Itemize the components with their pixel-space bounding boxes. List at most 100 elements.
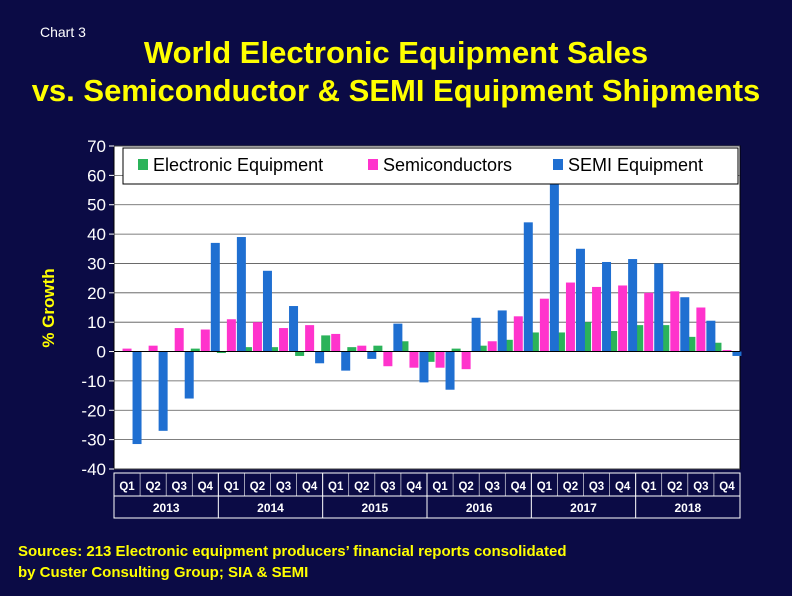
year-label: 2016 (466, 501, 493, 515)
bar (461, 351, 471, 370)
bar (487, 341, 497, 352)
source-line-2: by Custer Consulting Group; SIA & SEMI (18, 564, 309, 581)
x-tick-label: Q1 (119, 481, 135, 493)
chart-number-label: Chart 3 (40, 24, 86, 40)
bar (513, 316, 523, 352)
x-axis-table: Q1 Q2 Q3 Q4 Q1 Q2 Q3 Q4 Q1 Q2 Q3 Q4 Q1 Q2 Q3 Q4 Q1 Q2 Q3 Q4… (113, 472, 741, 519)
year-label: 2014 (257, 501, 284, 515)
x-tick-label: Q4 (406, 481, 422, 493)
bar (435, 351, 445, 368)
y-tick-label: 50 (87, 196, 106, 215)
bar (680, 297, 690, 352)
chart-title-line-2: vs. Semiconductor & SEMI Equipment Shipm… (31, 73, 761, 108)
bar (357, 345, 367, 352)
bar (477, 345, 487, 352)
y-tick-label: -40 (81, 460, 106, 479)
bar (122, 348, 132, 352)
year-label: 2015 (361, 501, 388, 515)
x-tick-label: Q2 (145, 481, 160, 493)
x-tick-label: Q3 (276, 481, 291, 493)
bar (529, 332, 539, 352)
bar (503, 339, 513, 352)
x-tick-label: Q4 (719, 481, 735, 493)
x-tick-label: Q4 (198, 481, 214, 493)
bar (262, 270, 272, 352)
bar (252, 322, 262, 352)
legend-swatch (368, 159, 378, 170)
x-tick-label: Q3 (380, 481, 395, 493)
bar (236, 237, 246, 352)
legend-swatch (138, 159, 148, 170)
year-label: 2018 (674, 501, 701, 515)
y-tick-label: 0 (97, 343, 106, 362)
bar (565, 282, 575, 352)
bar (575, 248, 585, 352)
y-tick-label: -20 (81, 401, 106, 420)
bar (602, 261, 612, 352)
bar (367, 351, 377, 359)
bar (383, 351, 393, 367)
bar (289, 306, 299, 352)
y-tick-label: 20 (87, 284, 106, 303)
x-tick-label: Q1 (328, 481, 344, 493)
bar (696, 307, 706, 352)
y-axis-ticks: 70 60 50 40 30 20 10 0 -10 -20 -30 -40 (81, 137, 114, 479)
y-tick-label: 40 (87, 225, 106, 244)
bar (497, 310, 507, 352)
y-tick-label: -30 (81, 431, 106, 450)
bar (582, 322, 592, 352)
bar (242, 347, 252, 352)
bar (295, 351, 305, 356)
bar (445, 351, 455, 390)
bar (634, 325, 644, 352)
x-tick-label: Q1 (432, 481, 448, 493)
x-tick-label: Q1 (641, 481, 657, 493)
bar (686, 336, 696, 352)
bar (549, 184, 559, 352)
bar (393, 323, 403, 352)
bar (732, 351, 742, 356)
bar (555, 332, 565, 352)
x-tick-label: Q3 (172, 481, 187, 493)
x-tick-label: Q4 (511, 481, 527, 493)
bar (592, 286, 602, 352)
bar (184, 351, 194, 399)
x-tick-label: Q4 (302, 481, 318, 493)
x-tick-label: Q1 (537, 481, 553, 493)
y-axis-label: % Growth (39, 268, 58, 347)
x-tick-label: Q2 (250, 481, 265, 493)
source-line-1: Sources: 213 Electronic equipment produc… (18, 543, 567, 560)
x-tick-label: Q3 (693, 481, 708, 493)
y-tick-label: 60 (87, 166, 106, 185)
bar (190, 348, 200, 352)
bar (321, 335, 331, 352)
bar (174, 328, 184, 352)
bar (347, 347, 357, 352)
x-tick-label: Q3 (589, 481, 604, 493)
bar (226, 319, 236, 352)
bar (628, 259, 638, 352)
bar (722, 350, 732, 352)
x-tick-label: Q2 (354, 481, 369, 493)
bar (210, 242, 220, 352)
bar (471, 317, 481, 352)
bar (660, 325, 670, 352)
x-tick-label: Q2 (667, 481, 682, 493)
bar (644, 292, 654, 352)
legend-label: Electronic Equipment (153, 155, 323, 175)
bar (409, 351, 419, 368)
y-tick-label: 70 (87, 137, 106, 156)
bar (279, 328, 289, 352)
bar (216, 351, 226, 354)
bar (341, 351, 351, 371)
bar (315, 351, 325, 364)
year-label: 2013 (153, 501, 180, 515)
legend-label: Semiconductors (383, 155, 512, 175)
bars (114, 184, 742, 445)
y-tick-label: 10 (87, 313, 106, 332)
chart-title-line-1: World Electronic Equipment Sales (143, 35, 649, 70)
bar (654, 263, 664, 352)
bar (706, 320, 716, 352)
bar (425, 351, 435, 362)
x-tick-label: Q4 (615, 481, 631, 493)
